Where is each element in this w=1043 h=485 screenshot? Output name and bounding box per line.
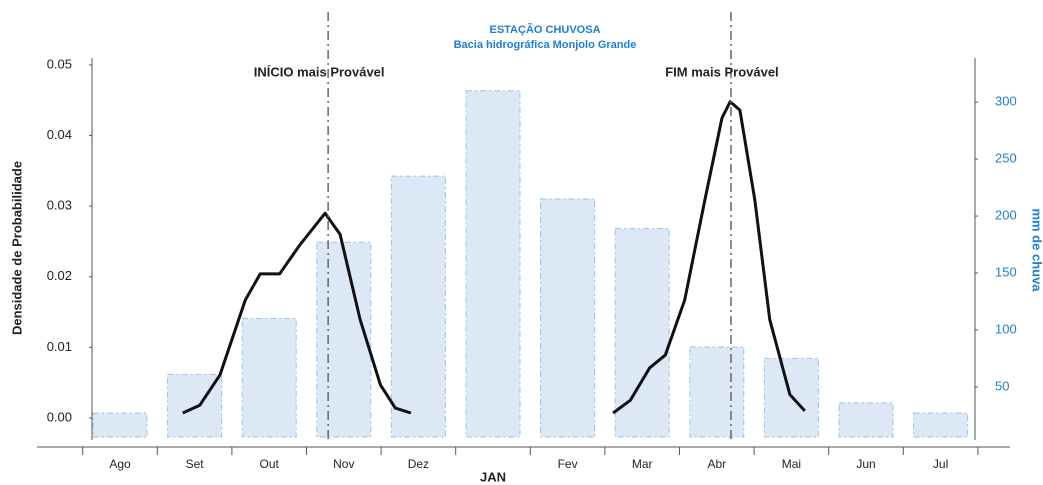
y2-tick-label: 150 (995, 264, 1017, 279)
chart-subtitle: Bacia hidrográfica Monjolo Grande (454, 39, 637, 51)
x-tick-label: Ago (109, 457, 131, 471)
bar (241, 318, 297, 438)
y-tick-label: 0.00 (47, 409, 72, 424)
density-curve (612, 100, 806, 415)
y2-axis-label: mm de chuva (1030, 208, 1043, 292)
y2-tick-label: 100 (995, 321, 1017, 336)
y-tick-label: 0.04 (47, 127, 72, 142)
bar (689, 346, 745, 438)
y-tick-label: 0.01 (47, 339, 72, 354)
x-tick-label: Jun (856, 457, 875, 471)
x-axis-label: JAN (480, 469, 506, 484)
y-tick-label: 0.03 (47, 198, 72, 213)
x-tick-label: Mai (782, 457, 801, 471)
chart-title: ESTAÇÃO CHUVOSA (489, 23, 600, 36)
density-curve (182, 211, 412, 415)
x-tick-label: Nov (333, 457, 354, 471)
y2-tick-label: 200 (995, 207, 1017, 222)
bar (390, 175, 446, 438)
x-tick-label: Set (186, 457, 205, 471)
x-tick-label: Mar (632, 457, 653, 471)
x-tick-label: Jul (933, 457, 948, 471)
x-tick-label: Abr (707, 457, 726, 471)
marker-label: FIM mais Provável (665, 64, 778, 79)
bar (614, 228, 670, 438)
bar (465, 90, 521, 438)
bar (540, 198, 596, 438)
bar (838, 402, 894, 438)
y-tick-label: 0.05 (47, 56, 72, 71)
y2-tick-label: 50 (995, 378, 1009, 393)
bar (92, 412, 148, 438)
y2-tick-label: 250 (995, 151, 1017, 166)
y-axis-label: Densidade de Probabilidade (9, 161, 24, 335)
x-tick-label: Out (260, 457, 280, 471)
bar (316, 241, 372, 438)
y-tick-label: 0.02 (47, 268, 72, 283)
marker-label: INÍCIO mais Provável (254, 64, 385, 79)
x-tick-label: Fev (558, 457, 578, 471)
x-tick-label: Dez (408, 457, 429, 471)
bar (913, 412, 969, 438)
y2-tick-label: 300 (995, 94, 1017, 109)
